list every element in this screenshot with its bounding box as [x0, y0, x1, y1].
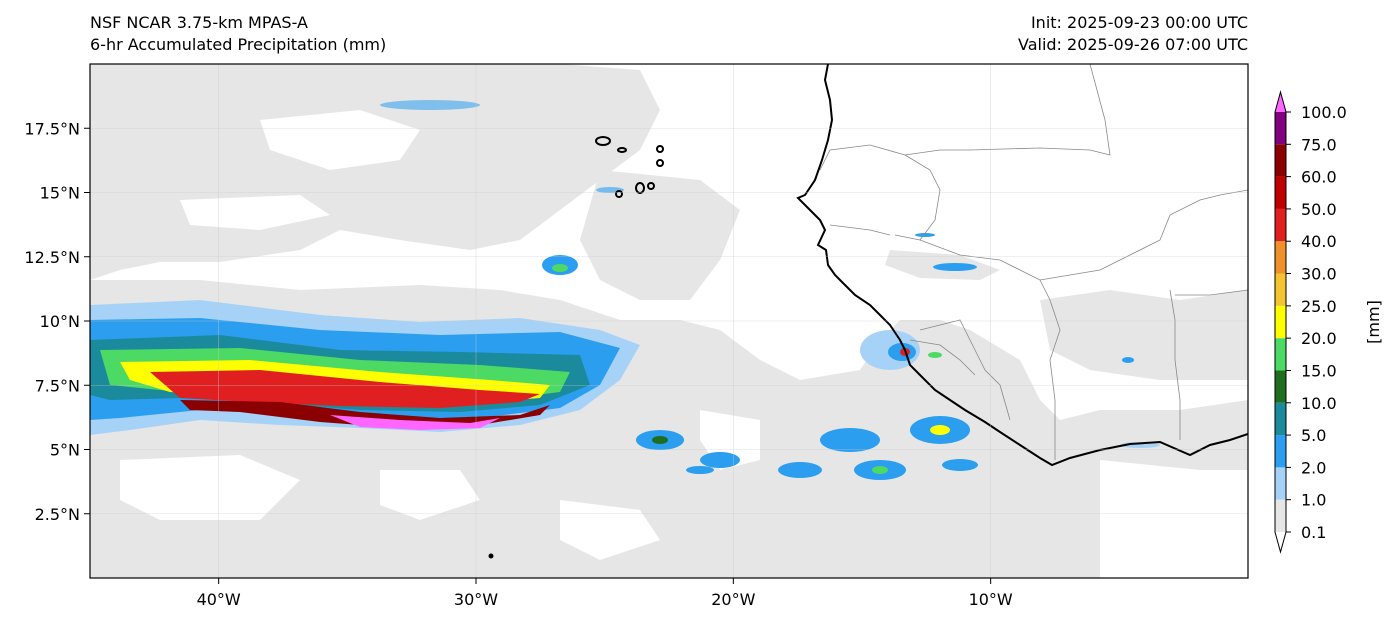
colorbar-segment: [1275, 467, 1286, 500]
colorbar-label: 20.0: [1301, 329, 1337, 348]
colorbar-segment: [1275, 338, 1286, 371]
lon-tick-label: 10°W: [969, 590, 1013, 609]
itcz-rain-band: [90, 300, 640, 435]
colorbar-segment: [1275, 112, 1286, 145]
colorbar-label: 40.0: [1301, 232, 1337, 251]
colorbar-label: 50.0: [1301, 200, 1337, 219]
map-panel: [89, 63, 1249, 579]
colorbar-segment: [1275, 402, 1286, 436]
gridlines: [90, 64, 1248, 578]
colorbar-label: 15.0: [1301, 361, 1337, 380]
lon-tick-label: 20°W: [711, 590, 755, 609]
colorbar-label: 0.1: [1301, 523, 1326, 542]
init-time: Init: 2025-09-23 00:00 UTC: [1030, 13, 1248, 32]
colorbar-label: 30.0: [1301, 265, 1337, 284]
colorbar-label: 1.0: [1301, 491, 1326, 510]
colorbar: 0.1 1.0 2.0 5.0 10.0 15.0 20.0 25.0 30.0 40.0 50.0…: [1274, 90, 1383, 554]
cape-verde-islands: [488, 136, 664, 559]
colorbar-unit-label: [mm]: [1364, 300, 1383, 344]
colorbar-label: 75.0: [1301, 135, 1337, 154]
colorbar-label: 10.0: [1301, 394, 1337, 413]
colorbar-label: 2.0: [1301, 458, 1326, 477]
field-title: 6-hr Accumulated Precipitation (mm): [90, 35, 387, 54]
colorbar-extend-min: [1275, 532, 1286, 552]
header-left: NSF NCAR 3.75-km MPAS-A 6-hr Accumulated…: [90, 12, 386, 56]
colorbar-segment: [1275, 176, 1286, 209]
colorbar-segment: [1275, 208, 1286, 242]
colorbar-label: 100.0: [1301, 103, 1347, 122]
model-title: NSF NCAR 3.75-km MPAS-A: [90, 13, 308, 32]
colorbar-segment: [1275, 241, 1286, 274]
axis-ticks: 40°W 30°W 20°W 10°W 2.5°N 5°N 7.5°N 10°N 12.5°N 1…: [24, 119, 1013, 609]
colorbar-segment: [1275, 370, 1286, 403]
colorbar-segment: [1275, 435, 1286, 468]
lat-tick-label: 2.5°N: [35, 505, 80, 524]
colorbar-extend-max: [1275, 92, 1286, 112]
colorbar-segment: [1275, 499, 1286, 532]
colorbar-label: 60.0: [1301, 168, 1337, 187]
lat-tick-label: 7.5°N: [35, 376, 80, 395]
colorbar-segment: [1275, 305, 1286, 339]
valid-time: Valid: 2025-09-26 07:00 UTC: [1017, 35, 1248, 54]
lat-tick-label: 10°N: [40, 312, 80, 331]
colorbar-label: 25.0: [1301, 297, 1337, 316]
lon-tick-label: 40°W: [197, 590, 241, 609]
dry-gaps: [120, 64, 1248, 578]
coastline: [796, 64, 1248, 467]
country-borders: [819, 64, 1248, 460]
colorbar-label: 5.0: [1301, 426, 1326, 445]
lat-tick-label: 12.5°N: [24, 248, 80, 267]
colorbar-segment: [1275, 273, 1286, 306]
lat-tick-label: 17.5°N: [24, 119, 80, 138]
header-right: Init: 2025-09-23 00:00 UTC Valid: 2025-0…: [1018, 12, 1248, 56]
lat-tick-label: 5°N: [50, 441, 80, 460]
scattered-showers: [380, 100, 1160, 480]
lon-tick-label: 30°W: [454, 590, 498, 609]
lat-tick-label: 15°N: [40, 184, 80, 203]
colorbar-segment: [1275, 144, 1286, 177]
